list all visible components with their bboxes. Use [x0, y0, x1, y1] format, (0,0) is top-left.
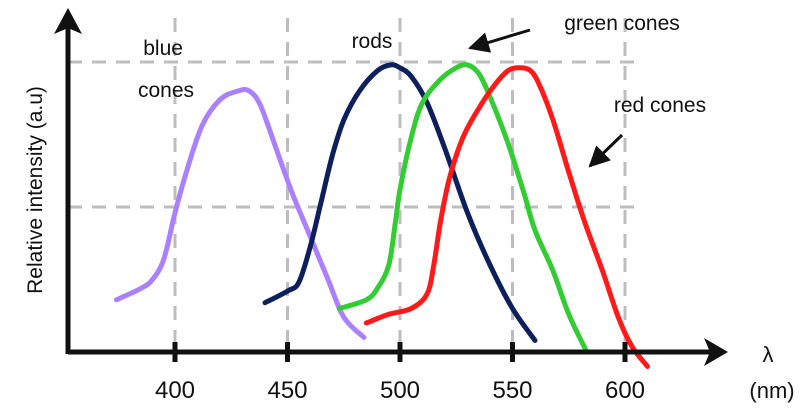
series-line-rods — [262, 62, 538, 343]
x-tick-label-500: 500 — [380, 377, 420, 404]
annotation-blue-cones-line-2: cones — [138, 79, 194, 102]
series-line-blue-cones — [114, 87, 367, 340]
series-line-red-cones — [363, 65, 650, 369]
x-axis-arrowhead — [704, 338, 728, 366]
series-line-green-cones — [336, 62, 590, 355]
x-tick-label-550: 550 — [492, 377, 532, 404]
annotation-red-cones: red cones — [614, 94, 706, 117]
x-axis-unit: (nm) — [749, 378, 794, 403]
grid — [68, 18, 638, 352]
y-axis-label: Relative intensity (a.u) — [24, 86, 47, 294]
annotation-rods: rods — [352, 30, 393, 53]
annotation-blue-cones: blue cones — [138, 37, 194, 102]
annotation-red-cones-arrow — [588, 133, 624, 168]
annotation-green-cones-arrow — [467, 28, 531, 53]
y-axis-arrowhead — [54, 8, 82, 34]
x-tick-label-400: 400 — [155, 377, 195, 404]
x-tick-label-600: 600 — [605, 377, 645, 404]
series-lines — [114, 62, 650, 369]
annotation-blue-cones-line-1: blue — [143, 37, 183, 60]
x-axis-symbol: λ — [763, 342, 774, 367]
x-tick-label-450: 450 — [267, 377, 307, 404]
x-ticks: 400 450 500 550 600 — [155, 342, 645, 404]
annotation-green-cones: green cones — [564, 12, 680, 35]
